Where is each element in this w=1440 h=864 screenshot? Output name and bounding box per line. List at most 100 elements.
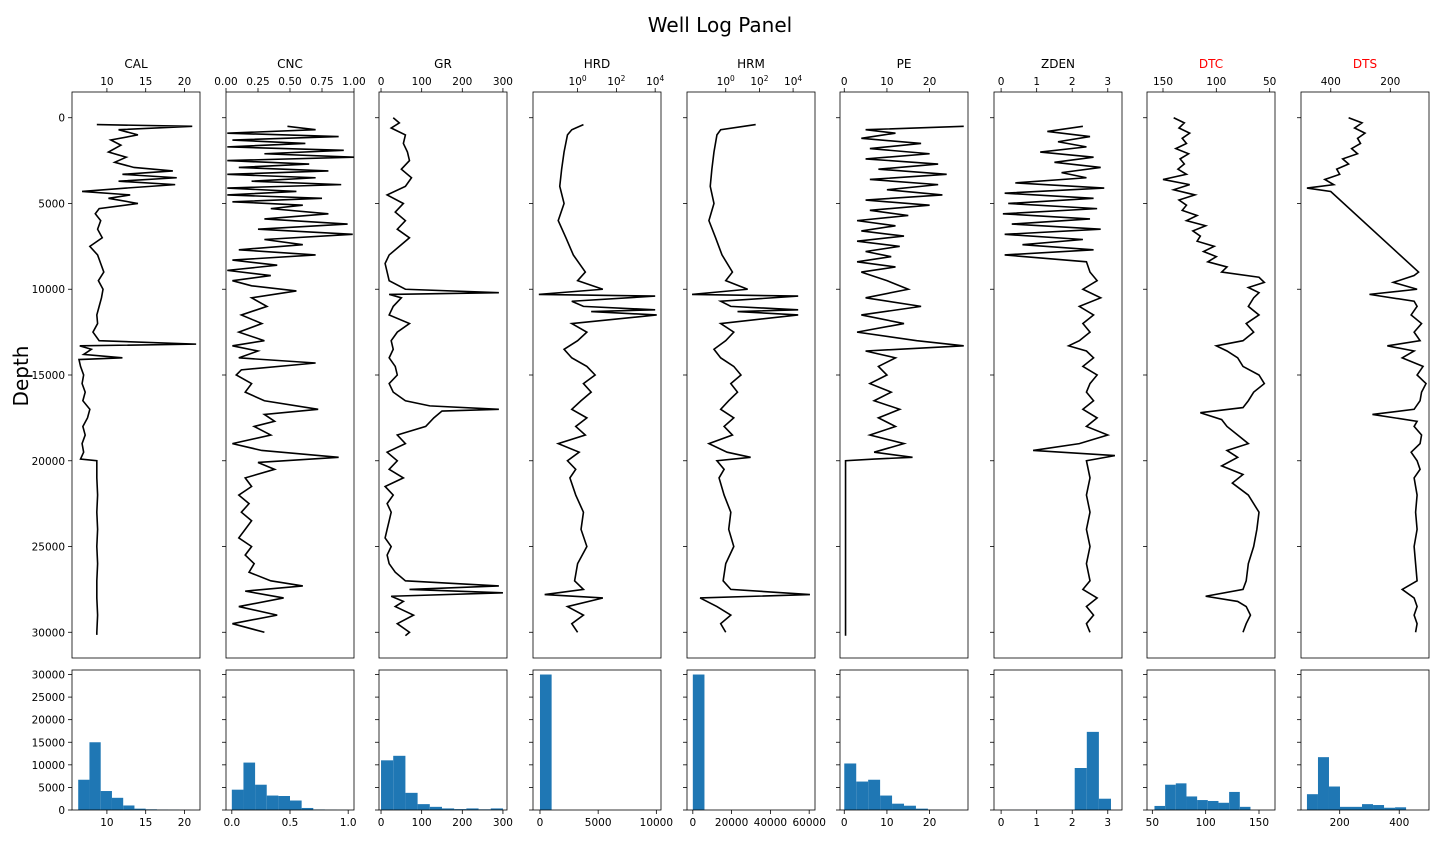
log-curve-zden	[1002, 125, 1116, 633]
x-tick-label: 300	[493, 817, 513, 829]
x-tick-label: 0.50	[278, 76, 301, 88]
y-tick-label: 20000	[32, 456, 65, 468]
hist-dts: 200 400	[1297, 669, 1430, 829]
x-tick-label: 50	[1146, 817, 1159, 829]
histogram-bar	[1229, 791, 1240, 810]
track-frame	[993, 91, 1123, 659]
x-tick-label: 0.0	[223, 817, 240, 829]
histogram-bar	[1306, 794, 1318, 810]
histogram-bar	[1165, 784, 1176, 810]
log-curve-hrm	[691, 123, 810, 633]
y-tick-label: 0	[58, 805, 65, 817]
x-tick-label: 2	[1069, 817, 1076, 829]
hist-hrm: 0 20000 40000 60000	[683, 669, 826, 829]
histogram-bar	[1317, 757, 1329, 810]
x-tick-label: 1.0	[340, 817, 357, 829]
x-tick-label: 150	[1249, 817, 1269, 829]
x-tick-label: 20	[178, 76, 191, 88]
figure-title: Well Log Panel	[648, 13, 792, 37]
histogram-bar	[1340, 806, 1352, 810]
histogram-bar	[1218, 802, 1230, 810]
track-cnc: 0.00 0.25 0.50 0.75 1.00 CNC	[214, 57, 366, 659]
histogram-bar	[1395, 807, 1407, 810]
track-hrm: 100 102 104 HRM	[683, 57, 816, 659]
x-tick-label: 0	[378, 76, 385, 88]
log-curve-hrd	[538, 123, 657, 633]
x-tick-label: 100	[412, 76, 432, 88]
hist-frame	[839, 669, 969, 811]
x-tick-label: 200	[452, 817, 472, 829]
hist-frame	[1300, 669, 1430, 811]
x-tick-label: 3	[1104, 76, 1111, 88]
x-tick-label: 100	[1206, 76, 1226, 88]
hist-dtc: 50 100 150	[1143, 669, 1276, 829]
track-title: DTC	[1199, 57, 1223, 71]
histogram-bar	[1098, 798, 1111, 810]
log-curve-gr	[383, 117, 503, 637]
x-tick-label: 20	[923, 817, 936, 829]
histogram-bar	[844, 763, 857, 810]
x-tick-label: 0.5	[282, 817, 299, 829]
x-tick-label: 20	[178, 817, 191, 829]
y-tick-label: 25000	[32, 692, 65, 704]
x-tick-label: 400	[1321, 76, 1341, 88]
x-tick-label: 200	[452, 76, 472, 88]
x-tick-label: 15	[139, 817, 152, 829]
x-tick-label: 0	[841, 76, 848, 88]
track-title: ZDEN	[1041, 57, 1075, 71]
x-tick-label: 40000	[754, 817, 787, 829]
track-title: CNC	[277, 57, 303, 71]
histogram-bar	[429, 806, 442, 810]
x-tick-label: 60000	[792, 817, 825, 829]
histogram-bar	[393, 755, 406, 810]
histogram-bar	[381, 760, 394, 810]
y-tick-label: 20000	[32, 715, 65, 727]
x-tick-label: 200	[1330, 817, 1350, 829]
track-title: DTS	[1353, 57, 1377, 71]
x-tick-label: 0.75	[310, 76, 333, 88]
y-tick-label: 5000	[38, 782, 65, 794]
histogram-bar	[1384, 807, 1396, 810]
x-tick-label: 100	[1196, 817, 1216, 829]
track-hrd: 100 102 104 HRD	[529, 57, 664, 659]
hist-zden: 0 1 2 3	[990, 669, 1123, 829]
x-tick-label: 10	[100, 76, 113, 88]
x-tick-label: 104	[646, 74, 664, 88]
x-tick-label: 3	[1104, 817, 1111, 829]
log-tracks: 10 15 20CAL0500010000150002000025000300000…	[32, 57, 1430, 659]
histogram-bar	[904, 805, 916, 810]
y-tick-label: 10000	[32, 284, 65, 296]
histogram-bar	[89, 742, 101, 810]
histogram-bar	[266, 795, 279, 810]
x-tick-label: 102	[607, 74, 625, 88]
histogram-bar	[539, 674, 552, 810]
track-title: PE	[897, 57, 912, 71]
x-tick-label: 20	[923, 76, 936, 88]
log-curve-cal	[77, 123, 197, 635]
x-tick-label: 1	[1033, 76, 1040, 88]
histogram-bar	[111, 797, 124, 810]
histogram-bar	[1074, 768, 1087, 810]
histogram-bar	[880, 795, 893, 810]
histogram-bar	[278, 796, 290, 810]
track-frame	[532, 91, 662, 659]
histogram-bar	[78, 779, 90, 810]
x-tick-label: 10	[880, 817, 893, 829]
histogram-bar	[892, 803, 904, 810]
track-title: HRM	[737, 57, 765, 71]
x-tick-label: 0	[841, 817, 848, 829]
y-tick-label: 25000	[32, 542, 65, 554]
x-tick-label: 0	[378, 817, 385, 829]
histogram-bar	[1373, 805, 1385, 810]
x-tick-label: 0	[537, 817, 544, 829]
histogram-bar	[1239, 806, 1251, 810]
track-frame	[686, 91, 816, 659]
track-gr: 0 100 200 300 GR	[375, 57, 513, 659]
x-tick-label: 0	[998, 817, 1005, 829]
histogram-bar	[243, 762, 256, 810]
y-tick-label: 30000	[32, 670, 65, 682]
x-tick-label: 5000	[585, 817, 612, 829]
hist-frame	[993, 669, 1123, 811]
y-tick-label: 30000	[32, 627, 65, 639]
histogram-bar	[1197, 800, 1208, 810]
